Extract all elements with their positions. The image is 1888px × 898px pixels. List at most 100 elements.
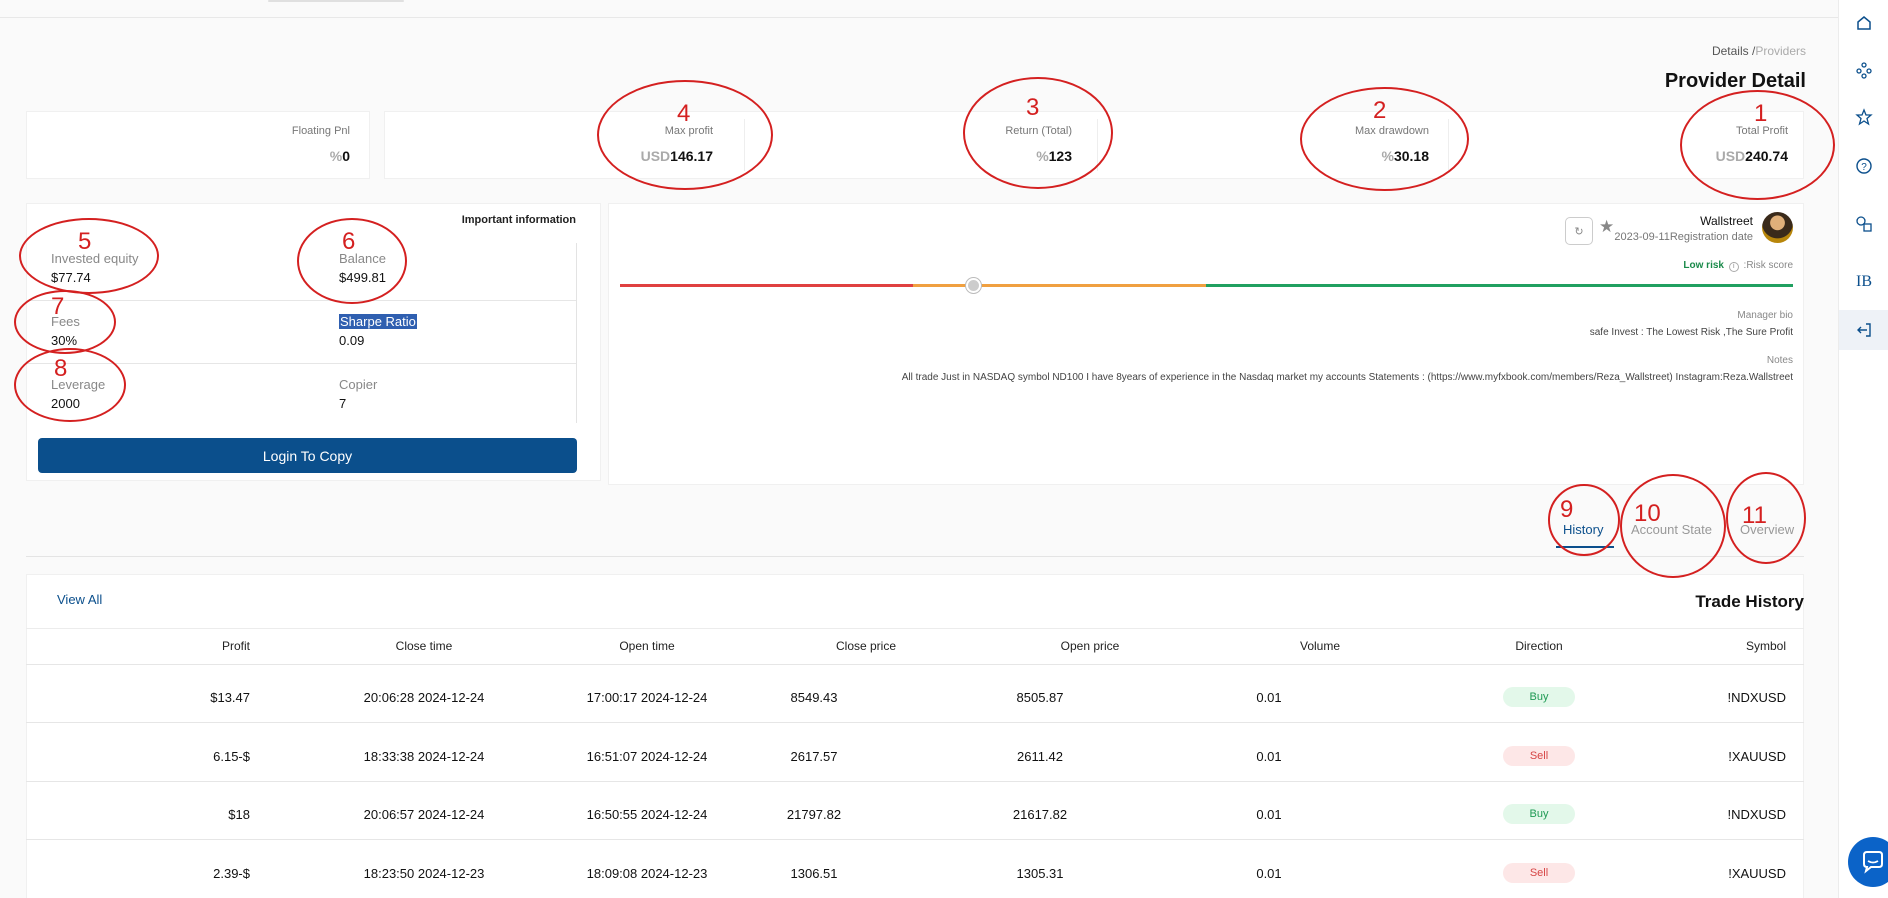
cell-close-price: 1306.51 <box>790 866 838 881</box>
cell-close-price: 21797.82 <box>786 807 842 822</box>
risk-level-label: Low risk <box>1683 260 1724 271</box>
risk-bar-green <box>1206 284 1793 287</box>
cell-symbol: !NDXUSD <box>1727 807 1786 822</box>
view-all-link[interactable]: View All <box>57 592 103 607</box>
annotation-ring <box>14 348 126 422</box>
cell-open-time: 16:51:07 2024-12-24 <box>586 749 708 764</box>
login-to-copy-button[interactable]: Login To Copy <box>38 438 577 473</box>
network-icon[interactable] <box>1839 50 1888 90</box>
provider-name: Wallstreet <box>1700 214 1753 228</box>
cell-profit: $13.47 <box>210 690 250 705</box>
tabs-divider <box>26 556 1804 557</box>
breadcrumb-details[interactable]: Details / <box>1711 44 1756 58</box>
table-row-divider <box>26 839 1804 840</box>
info-divider <box>576 243 577 423</box>
annotation-ring <box>1680 90 1835 200</box>
annotation-ring <box>1620 474 1726 578</box>
stat-label: Floating Pnl <box>291 125 350 137</box>
right-sidebar: ? IB <box>1838 0 1888 898</box>
col-close-price: Close price <box>835 639 897 653</box>
risk-score: Low risk i :Risk score <box>1683 260 1793 272</box>
cell-volume: 0.01 <box>1256 749 1282 764</box>
cell-symbol: !NDXUSD <box>1727 690 1786 705</box>
cell-volume: 0.01 <box>1256 866 1282 881</box>
cell-profit: 6.15-$ <box>213 749 250 764</box>
annotation-number: 8 <box>54 355 68 382</box>
star-outline-icon[interactable] <box>1839 97 1888 137</box>
trade-history-card <box>26 574 1804 898</box>
help-icon[interactable]: ? <box>1839 146 1888 186</box>
chat-icon <box>1863 851 1883 874</box>
info-row-divider <box>26 300 576 301</box>
col-direction: Direction <box>1515 639 1563 653</box>
annotation-number: 4 <box>677 100 691 127</box>
cell-volume: 0.01 <box>1256 690 1282 705</box>
cell-open-time: 18:09:08 2024-12-23 <box>586 866 708 881</box>
cell-close-price: 8549.43 <box>790 690 838 705</box>
chat-support-button[interactable] <box>1848 837 1888 887</box>
shapes-icon[interactable] <box>1839 204 1888 244</box>
cell-close-time: 20:06:28 2024-12-24 <box>363 690 485 705</box>
col-open-price: Open price <box>1060 639 1120 653</box>
star-icon[interactable]: ★ <box>1599 217 1615 236</box>
cell-close-time: 18:33:38 2024-12-24 <box>363 749 485 764</box>
copier-value: 7 <box>339 396 347 411</box>
cell-close-price: 2617.57 <box>790 749 838 764</box>
annotation-ring <box>1726 472 1806 564</box>
annotation-number: 2 <box>1373 97 1387 124</box>
cell-volume: 0.01 <box>1256 807 1282 822</box>
annotation-number: 9 <box>1560 496 1574 523</box>
annotation-ring <box>297 218 407 304</box>
col-symbol: Symbol <box>1745 639 1786 653</box>
floating-pnl-stat: Floating Pnl %0 <box>292 125 350 164</box>
annotation-ring <box>963 77 1113 189</box>
info-row-divider <box>26 363 576 364</box>
cell-open-time: 16:50:55 2024-12-24 <box>586 807 708 822</box>
page-title: Provider Detail <box>1664 70 1806 92</box>
cell-close-time: 18:23:50 2024-12-23 <box>363 866 485 881</box>
stat-unit: % <box>329 148 343 164</box>
sharpe-ratio: Sharpe Ratio 0.09 <box>339 314 417 348</box>
col-volume: Volume <box>1299 639 1341 653</box>
cell-open-price: 21617.82 <box>1012 807 1068 822</box>
col-open-time: Open time <box>619 639 675 653</box>
annotation-ring <box>14 290 116 354</box>
refresh-icon[interactable]: ↻ <box>1565 217 1593 245</box>
cell-open-price: 1305.31 <box>1016 866 1064 881</box>
ib-button[interactable]: IB <box>1856 273 1872 290</box>
home-icon[interactable] <box>1839 3 1888 43</box>
cell-close-time: 20:06:57 2024-12-24 <box>363 807 485 822</box>
cell-open-price: 8505.87 <box>1016 690 1064 705</box>
direction-badge: Buy <box>1503 687 1575 707</box>
cell-open-time: 17:00:17 2024-12-24 <box>586 690 708 705</box>
svg-text:?: ? <box>1861 162 1867 173</box>
annotation-number: 11 <box>1742 502 1767 529</box>
sharpe-ratio-value: 0.09 <box>339 333 365 348</box>
annotation-number: 3 <box>1026 94 1040 121</box>
col-close-time: Close time <box>395 639 453 653</box>
table-header-divider <box>26 628 1804 629</box>
logout-icon[interactable] <box>1839 310 1888 350</box>
risk-bar-orange <box>913 284 1206 287</box>
trade-history-title: Trade History <box>1695 592 1804 611</box>
col-profit: Profit <box>221 639 250 653</box>
manager-bio-label: Manager bio <box>1737 310 1793 321</box>
annotation-number: 10 <box>1634 500 1661 527</box>
stat-value: 0 <box>342 148 350 164</box>
registration-date-value: 2023-09-11 <box>1614 231 1670 243</box>
copier-label: Copier <box>339 377 378 392</box>
important-info-title: Important information <box>461 214 576 226</box>
notes-label: Notes <box>1766 355 1793 366</box>
manager-bio-text: safe Invest : The Lowest Risk ,The Sure … <box>1589 327 1793 338</box>
direction-badge: Buy <box>1503 804 1575 824</box>
direction-badge: Sell <box>1503 863 1575 883</box>
cell-symbol: !XAUUSD <box>1728 749 1786 764</box>
risk-bar-red <box>620 284 913 287</box>
stat-card-floating <box>26 111 370 179</box>
annotation-number: 6 <box>342 228 356 255</box>
annotation-number: 1 <box>1754 100 1768 127</box>
cell-profit: $18 <box>228 807 250 822</box>
avatar[interactable] <box>1762 212 1793 243</box>
cell-profit: 2.39-$ <box>213 866 250 881</box>
breadcrumb-providers[interactable]: Providers <box>1755 44 1806 58</box>
